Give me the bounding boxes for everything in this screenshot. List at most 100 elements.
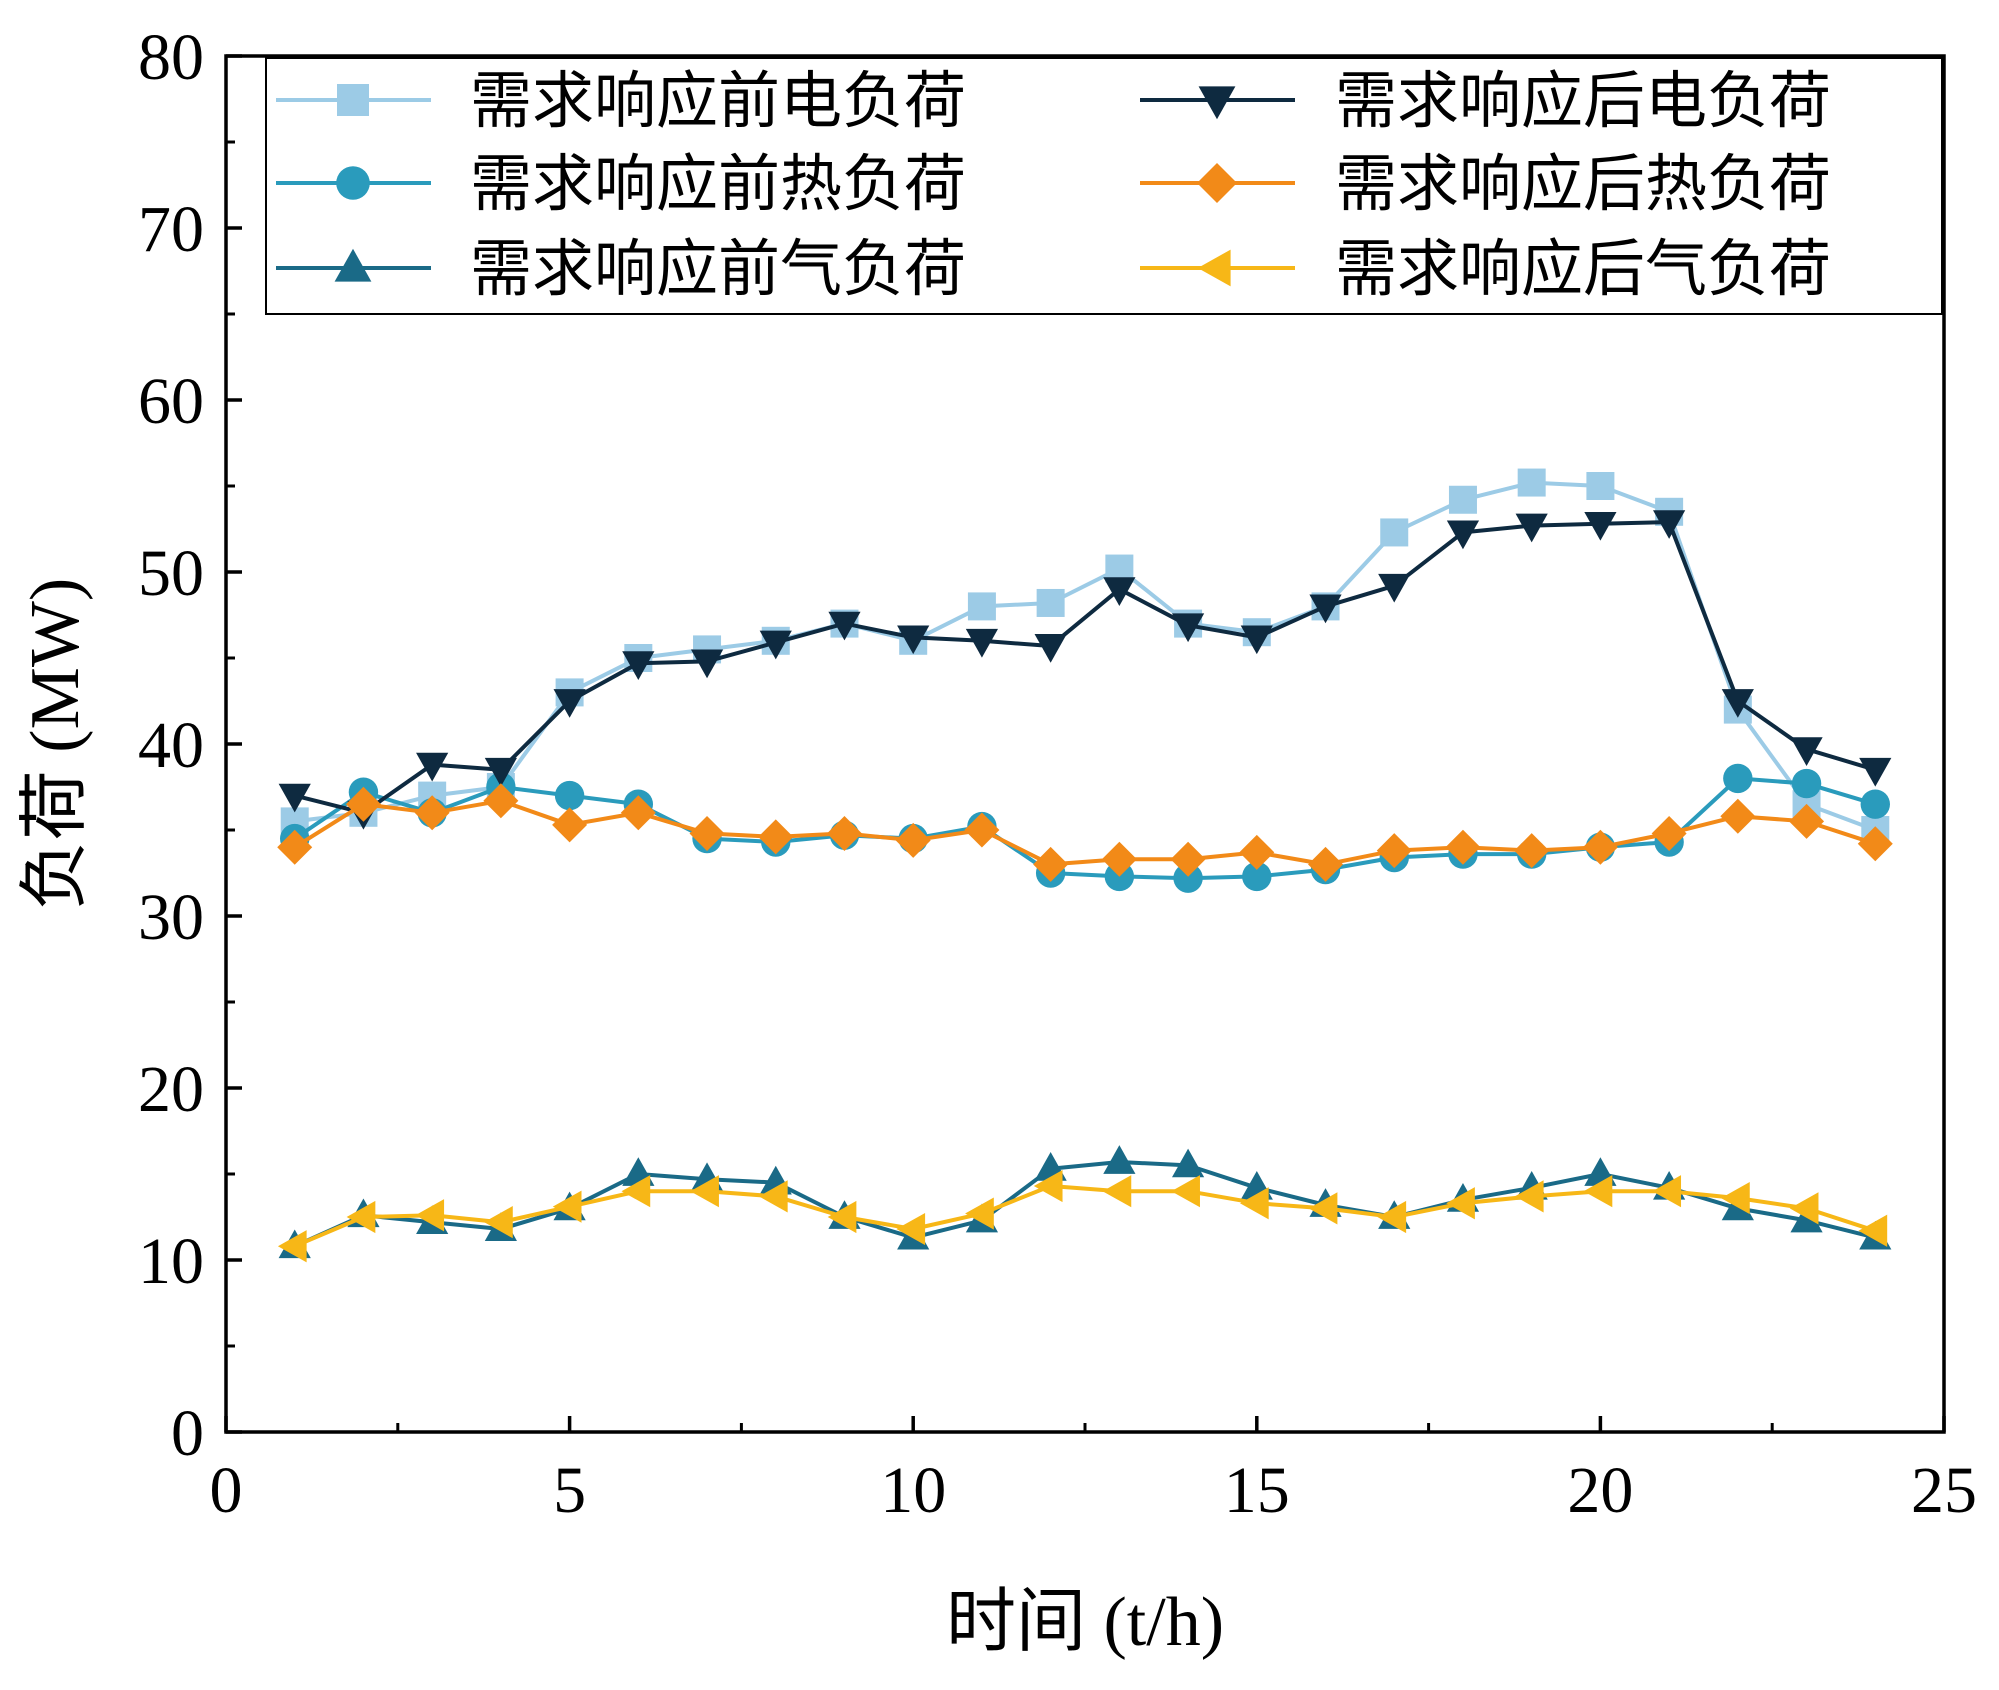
data-point	[1171, 1148, 1205, 1178]
data-point	[897, 625, 930, 655]
data-point	[621, 1175, 651, 1208]
data-point	[1515, 513, 1548, 543]
data-point	[895, 822, 931, 858]
data-point	[277, 829, 313, 865]
axis-ticks: 0 5 10 15 20 25 0 10 20 30 40 50 60 70 80	[138, 21, 1977, 1527]
data-point	[1239, 834, 1275, 870]
legend-swatch-marker	[1197, 249, 1231, 287]
data-point	[1103, 1145, 1136, 1174]
data-point	[1308, 1192, 1338, 1225]
legend-swatch-marker	[334, 248, 372, 282]
data-point	[1101, 841, 1137, 877]
data-point	[1651, 815, 1687, 851]
data-point	[1586, 472, 1615, 500]
data-point	[1102, 1175, 1132, 1208]
data-point	[622, 651, 655, 680]
series-4	[278, 510, 1892, 830]
data-point	[689, 815, 725, 851]
data-point	[552, 807, 588, 843]
data-point	[1034, 634, 1067, 663]
data-point	[1514, 1180, 1544, 1213]
data-point	[1857, 826, 1893, 862]
x-tick-label: 25	[1911, 1454, 1977, 1527]
x-tick-label: 15	[1224, 1454, 1290, 1527]
data-point	[1517, 468, 1546, 497]
legend-label: 需求响应前热负荷	[470, 151, 966, 219]
data-point	[1583, 1175, 1613, 1208]
y-tick-label: 10	[138, 1225, 204, 1298]
data-point	[1859, 757, 1892, 787]
data-point	[483, 783, 519, 819]
data-point	[1791, 768, 1822, 799]
data-point	[1448, 485, 1477, 514]
data-point	[1790, 1203, 1823, 1233]
data-point	[1723, 763, 1753, 794]
data-point	[1036, 588, 1065, 617]
data-point	[1240, 1187, 1269, 1220]
data-point	[1171, 613, 1205, 643]
x-tick-label: 10	[880, 1454, 946, 1527]
legend-swatch-marker	[1198, 86, 1236, 120]
data-point	[277, 1230, 307, 1263]
data-point	[1721, 1181, 1750, 1215]
data-point	[758, 819, 794, 855]
series-5	[277, 783, 1893, 882]
x-axis-title: 时间 (t/h)	[946, 1584, 1224, 1661]
y-tick-label: 0	[171, 1397, 204, 1470]
data-point	[415, 1199, 445, 1232]
data-point	[1378, 573, 1411, 603]
data-point	[965, 1197, 994, 1230]
legend-label: 需求响应后电负荷	[1335, 68, 1831, 136]
data-point	[345, 786, 381, 822]
y-tick-label: 80	[138, 21, 204, 94]
data-point	[1653, 510, 1686, 539]
y-tick-label: 40	[138, 709, 204, 782]
data-point	[553, 689, 586, 718]
legend-swatch-marker	[1197, 163, 1237, 203]
legend-swatch-marker	[337, 84, 369, 116]
x-tick-label: 0	[210, 1454, 243, 1527]
y-tick-label: 30	[138, 881, 204, 954]
data-point	[1170, 841, 1206, 877]
legend-label: 需求响应后气负荷	[1335, 236, 1831, 304]
data-point	[416, 752, 449, 782]
data-point	[620, 795, 656, 831]
series-6	[277, 1169, 1888, 1263]
data-point	[1860, 789, 1890, 819]
data-point	[278, 783, 311, 813]
legend-item: 需求响应后电负荷	[1140, 68, 1831, 136]
data-point	[964, 812, 1000, 848]
data-point	[1582, 829, 1618, 865]
legend-label: 需求响应前气负荷	[470, 236, 966, 304]
data-point	[967, 592, 996, 621]
plot-content	[277, 468, 1893, 1263]
data-point	[1445, 829, 1481, 865]
data-point	[1376, 833, 1412, 869]
data-point	[554, 780, 585, 811]
data-point	[690, 649, 724, 679]
data-point	[1377, 1200, 1407, 1234]
legend-item: 需求响应后热负荷	[1140, 151, 1831, 219]
data-point	[1242, 861, 1272, 892]
legend-box	[265, 57, 1943, 315]
x-tick-label: 20	[1567, 1454, 1633, 1527]
data-point	[1308, 846, 1344, 882]
data-point	[1584, 511, 1617, 541]
data-point	[827, 1200, 857, 1234]
y-tick-label: 70	[138, 193, 204, 266]
data-point	[1858, 1214, 1888, 1247]
data-point	[484, 757, 517, 787]
data-point	[690, 1175, 719, 1208]
x-tick-label: 5	[553, 1454, 586, 1527]
data-point	[896, 1212, 926, 1246]
data-point	[1033, 1169, 1063, 1203]
data-point	[1309, 594, 1342, 624]
legend-item: 需求响应前热负荷	[276, 151, 966, 219]
data-point	[828, 611, 861, 641]
data-point	[1790, 737, 1823, 766]
data-point	[1103, 577, 1136, 606]
data-point	[759, 630, 792, 660]
y-tick-label: 60	[138, 365, 204, 438]
